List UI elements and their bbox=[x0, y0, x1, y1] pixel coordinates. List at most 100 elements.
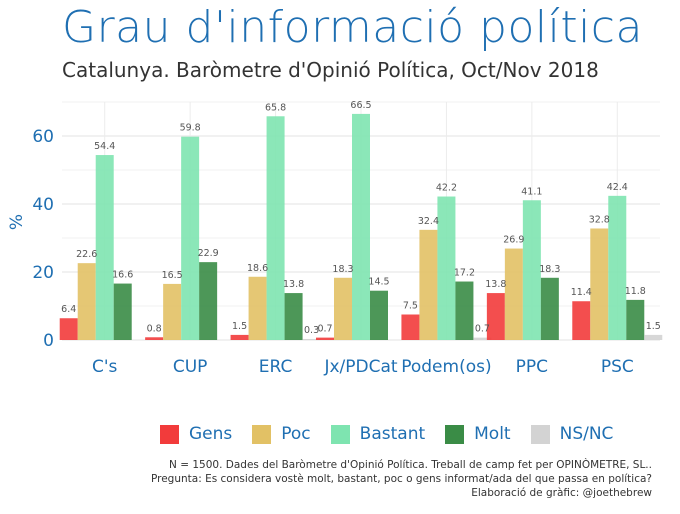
data-label: 16.5 bbox=[162, 270, 183, 281]
data-label: 16.6 bbox=[112, 270, 133, 281]
x-tick-label: PSC bbox=[601, 357, 634, 377]
bar-poc bbox=[334, 277, 352, 340]
bar-gens bbox=[486, 293, 505, 340]
bar-ns-nc bbox=[644, 334, 663, 340]
legend-item: Gens bbox=[160, 424, 232, 444]
x-tick-label: PPC bbox=[516, 357, 548, 377]
legend-label: Bastant bbox=[359, 424, 426, 444]
legend-item: Molt bbox=[445, 424, 511, 444]
bar-bastant bbox=[181, 136, 200, 340]
y-tick-label: 40 bbox=[32, 195, 54, 215]
legend-swatch bbox=[445, 424, 465, 444]
bar-molt bbox=[113, 283, 132, 340]
chart-title: Grau d'informació política bbox=[62, 2, 643, 53]
bar-bastant bbox=[266, 116, 285, 340]
bar-bastant bbox=[95, 155, 114, 340]
data-label: 22.9 bbox=[198, 248, 219, 259]
data-label: 41.1 bbox=[521, 186, 542, 197]
caption: N = 1500. Dades del Baròmetre d'Opinió P… bbox=[151, 458, 652, 500]
x-tick-label: C's bbox=[92, 357, 118, 377]
y-axis-label: % bbox=[7, 214, 27, 230]
x-tick-label: CUP bbox=[173, 357, 208, 377]
bar-poc bbox=[504, 248, 523, 340]
bars bbox=[59, 113, 663, 341]
data-label: 18.3 bbox=[332, 264, 353, 275]
bar-molt bbox=[370, 290, 388, 340]
data-label: 18.6 bbox=[247, 263, 268, 274]
data-label: 7.5 bbox=[403, 301, 418, 312]
caption-line-3: Elaboració de gràfic: @joethebrew bbox=[471, 487, 652, 499]
x-tick-label: Jx/PDCat bbox=[323, 357, 397, 377]
bar-gens bbox=[401, 314, 420, 340]
x-tick-label: ERC bbox=[259, 357, 293, 377]
bar-molt bbox=[540, 277, 559, 340]
data-label: 66.5 bbox=[350, 100, 371, 111]
legend-label: Poc bbox=[281, 424, 311, 444]
data-label: 6.4 bbox=[61, 304, 76, 315]
bar-gens bbox=[230, 334, 249, 340]
data-labels: 6.4 22.6 54.4 16.6 0.8 16.5 59.8 22.9 1.5 18.6 65.… bbox=[61, 100, 661, 336]
data-label: 65.8 bbox=[265, 102, 286, 113]
bar-molt bbox=[199, 262, 218, 340]
data-label: 42.2 bbox=[436, 183, 457, 194]
data-label: 1.5 bbox=[646, 321, 661, 332]
bar-bastant bbox=[522, 200, 541, 340]
y-tick-label: 0 bbox=[43, 331, 54, 351]
axes: 0 20 40 60% C's CUP ERC Jx/PDCat Podem(os) PPC PSC bbox=[7, 127, 634, 377]
bar-bastant bbox=[437, 196, 456, 340]
bar-molt bbox=[284, 293, 303, 340]
caption-line-2: Pregunta: Es considera vostè molt, basta… bbox=[150, 473, 652, 485]
data-label: 22.6 bbox=[76, 249, 97, 260]
data-label: 14.5 bbox=[368, 277, 389, 288]
y-tick-label: 20 bbox=[32, 263, 54, 283]
data-label: 18.3 bbox=[539, 264, 560, 275]
bar-poc bbox=[419, 229, 438, 340]
data-label: 54.4 bbox=[94, 141, 115, 152]
data-label: 32.4 bbox=[418, 216, 439, 227]
legend-swatch bbox=[160, 424, 179, 444]
bar-poc bbox=[163, 283, 182, 340]
legend-item: Poc bbox=[252, 424, 311, 444]
legend-swatch bbox=[530, 424, 550, 444]
legend-item: NS/NC bbox=[530, 424, 614, 444]
bar-gens bbox=[572, 301, 591, 340]
legend-label: Molt bbox=[474, 424, 511, 444]
data-label: 32.8 bbox=[589, 214, 610, 225]
data-label: 0.8 bbox=[147, 323, 162, 334]
legend-swatch bbox=[252, 424, 272, 444]
caption-line-1: N = 1500. Dades del Baròmetre d'Opinió P… bbox=[169, 459, 652, 471]
legend-label: Gens bbox=[189, 424, 233, 444]
bar-molt bbox=[626, 299, 645, 340]
bar-gens bbox=[59, 318, 78, 340]
data-label: 59.8 bbox=[180, 123, 201, 134]
bar-poc bbox=[248, 276, 267, 340]
data-label: 11.4 bbox=[571, 287, 592, 298]
data-label: 0.3 bbox=[304, 325, 319, 336]
chart-subtitle: Catalunya. Baròmetre d'Opinió Política, … bbox=[62, 58, 599, 82]
legend-label: NS/NC bbox=[559, 424, 614, 444]
bar-gens bbox=[316, 337, 334, 340]
data-label: 26.9 bbox=[503, 235, 524, 246]
bar-poc bbox=[590, 228, 609, 340]
legend: Gens Poc Bastant Molt NS/NC bbox=[160, 424, 633, 444]
legend-item: Bastant bbox=[330, 424, 426, 444]
data-label: 42.4 bbox=[607, 182, 628, 193]
data-label: 13.8 bbox=[283, 279, 304, 290]
data-label: 1.5 bbox=[232, 321, 247, 332]
data-label: 0.7 bbox=[317, 324, 332, 335]
data-label: 11.8 bbox=[625, 286, 646, 297]
bar-poc bbox=[77, 263, 96, 340]
bar-chart: 6.4 22.6 54.4 16.6 0.8 16.5 59.8 22.9 1.5 18.6 65.… bbox=[7, 100, 663, 377]
data-label: 17.2 bbox=[454, 268, 475, 279]
bar-bastant bbox=[608, 195, 627, 340]
bar-ns-nc bbox=[302, 338, 321, 340]
bar-ns-nc bbox=[473, 337, 492, 340]
bar-molt bbox=[455, 281, 474, 340]
data-label: 0.7 bbox=[475, 324, 490, 335]
legend-swatch bbox=[330, 424, 350, 444]
x-tick-label: Podem(os) bbox=[401, 357, 491, 377]
bar-gens bbox=[145, 337, 164, 340]
bar-bastant bbox=[352, 113, 370, 341]
y-tick-label: 60 bbox=[32, 127, 54, 147]
data-label: 13.8 bbox=[485, 279, 506, 290]
